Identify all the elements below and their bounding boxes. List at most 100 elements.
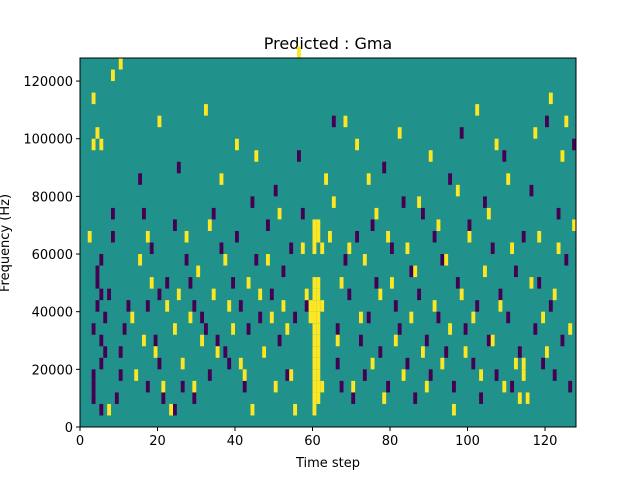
axes-frame <box>79 57 577 428</box>
heatmap-cell-high <box>312 346 317 358</box>
heatmap-cell-low <box>91 392 96 404</box>
heatmap-cell-high <box>99 138 104 151</box>
heatmap-cell-high <box>312 334 317 347</box>
heatmap-cell-high <box>211 288 216 301</box>
heatmap-cell-high <box>157 115 162 128</box>
heatmap-cell-low <box>556 207 561 220</box>
heatmap-cell-high <box>246 277 251 289</box>
heatmap-cell-high <box>308 300 313 312</box>
heatmap-cell-low <box>463 323 468 335</box>
heatmap-cell-high <box>215 346 220 358</box>
heatmap-cell-high <box>417 196 422 208</box>
heatmap-cell-high <box>258 288 263 301</box>
heatmap-cell-high <box>316 288 321 301</box>
heatmap-cell-low <box>362 369 367 381</box>
heatmap-cell-low <box>126 300 131 312</box>
heatmap-cell-low <box>428 369 433 381</box>
heatmap-cell-high <box>355 138 360 151</box>
heatmap-cell-high <box>448 323 453 335</box>
heatmap-cell-high <box>564 115 569 128</box>
heatmap-cell-high <box>533 127 538 139</box>
heatmap-cell-high <box>95 127 100 139</box>
heatmap-cell-high <box>192 380 197 393</box>
heatmap-cell-low <box>572 138 577 151</box>
heatmap-cell-high <box>130 311 135 324</box>
heatmap-cell-low <box>235 230 239 243</box>
heatmap-cell-low <box>122 323 127 335</box>
heatmap-cell-low <box>541 357 546 370</box>
heatmap-cell-low <box>250 196 255 208</box>
heatmap-cell-low <box>397 323 402 335</box>
heatmap-cell-high <box>386 230 391 243</box>
heatmap-cell-low <box>254 254 259 266</box>
heatmap-cell-low <box>459 127 464 139</box>
heatmap-cell-high <box>262 346 267 358</box>
heatmap-cell-high <box>297 46 301 58</box>
heatmap-cell-high <box>424 380 429 393</box>
heatmap-cell-low <box>161 392 166 404</box>
heatmap-cell-low <box>545 115 549 128</box>
heatmap-cell-high <box>312 300 317 312</box>
heatmap-cell-high <box>91 138 96 151</box>
heatmap-cell-low <box>242 380 247 393</box>
heatmap-cell-high <box>328 230 332 243</box>
heatmap-cell-low <box>490 242 495 255</box>
heatmap-cell-high <box>304 288 309 301</box>
heatmap-cell-high <box>331 196 336 208</box>
heatmap-cell-high <box>362 254 367 266</box>
heatmap-cell-low <box>145 300 150 312</box>
heatmap-cell-low <box>200 311 205 324</box>
heatmap-cell-low <box>157 357 162 370</box>
heatmap-cell-high <box>266 254 270 266</box>
heatmap-cell-low <box>452 380 456 393</box>
heatmap-cell-low <box>502 150 507 162</box>
heatmap-cell-low <box>510 380 515 393</box>
heatmap-cell-low <box>347 288 352 301</box>
heatmap-cell-high <box>568 323 573 335</box>
heatmap-cell-high <box>552 288 557 301</box>
heatmap-cell-high <box>312 311 317 324</box>
heatmap-cell-low <box>204 323 208 335</box>
heatmap-cell-low <box>382 161 387 174</box>
heatmap-cell-low <box>227 357 232 370</box>
heatmap-cell-high <box>479 369 484 381</box>
heatmap-cell-low <box>304 300 309 312</box>
heatmap-cell-low <box>479 392 484 404</box>
heatmap-cell-low <box>417 288 422 301</box>
heatmap-cell-high <box>312 380 317 393</box>
heatmap-cell-high <box>91 92 96 105</box>
heatmap-cell-high <box>316 311 321 324</box>
heatmap-cell-low <box>188 277 193 289</box>
heatmap-cell-low <box>91 369 96 381</box>
heatmap-cell-high <box>436 219 441 231</box>
heatmap-cell-low <box>405 357 410 370</box>
x-axis-ticks: 0 20 40 60 80 100 120 <box>76 427 557 449</box>
heatmap-cell-high <box>366 173 371 185</box>
heatmap-cell-low <box>448 173 453 185</box>
heatmap-cell-low <box>374 277 379 289</box>
heatmap-cell-high <box>440 357 445 370</box>
heatmap-cell-high <box>316 300 321 312</box>
heatmap-cell-high <box>374 207 379 220</box>
heatmap-cell-high <box>545 346 549 358</box>
heatmap-cell-high <box>316 323 321 335</box>
heatmap-cell-low <box>277 334 282 347</box>
heatmap-cell-high <box>293 403 298 416</box>
heatmap-cell-high <box>421 346 425 358</box>
heatmap-cell-low <box>184 254 189 266</box>
heatmap-cell-high <box>223 254 228 266</box>
heatmap-cell-high <box>471 311 476 324</box>
heatmap-cell-low <box>215 334 220 347</box>
heatmap-cell-low <box>95 265 100 278</box>
heatmap-cell-high <box>320 242 325 255</box>
heatmap-cell-low <box>95 277 100 289</box>
heatmap-cell-low <box>386 380 391 393</box>
heatmap-cell-high <box>405 242 410 255</box>
heatmap-cell-high <box>312 323 317 335</box>
heatmap-cell-low <box>111 230 115 243</box>
heatmap-cell-high <box>316 369 321 381</box>
heatmap-cell-high <box>87 230 92 243</box>
heatmap-cell-low <box>165 277 170 289</box>
heatmap-cell-high <box>169 403 174 416</box>
